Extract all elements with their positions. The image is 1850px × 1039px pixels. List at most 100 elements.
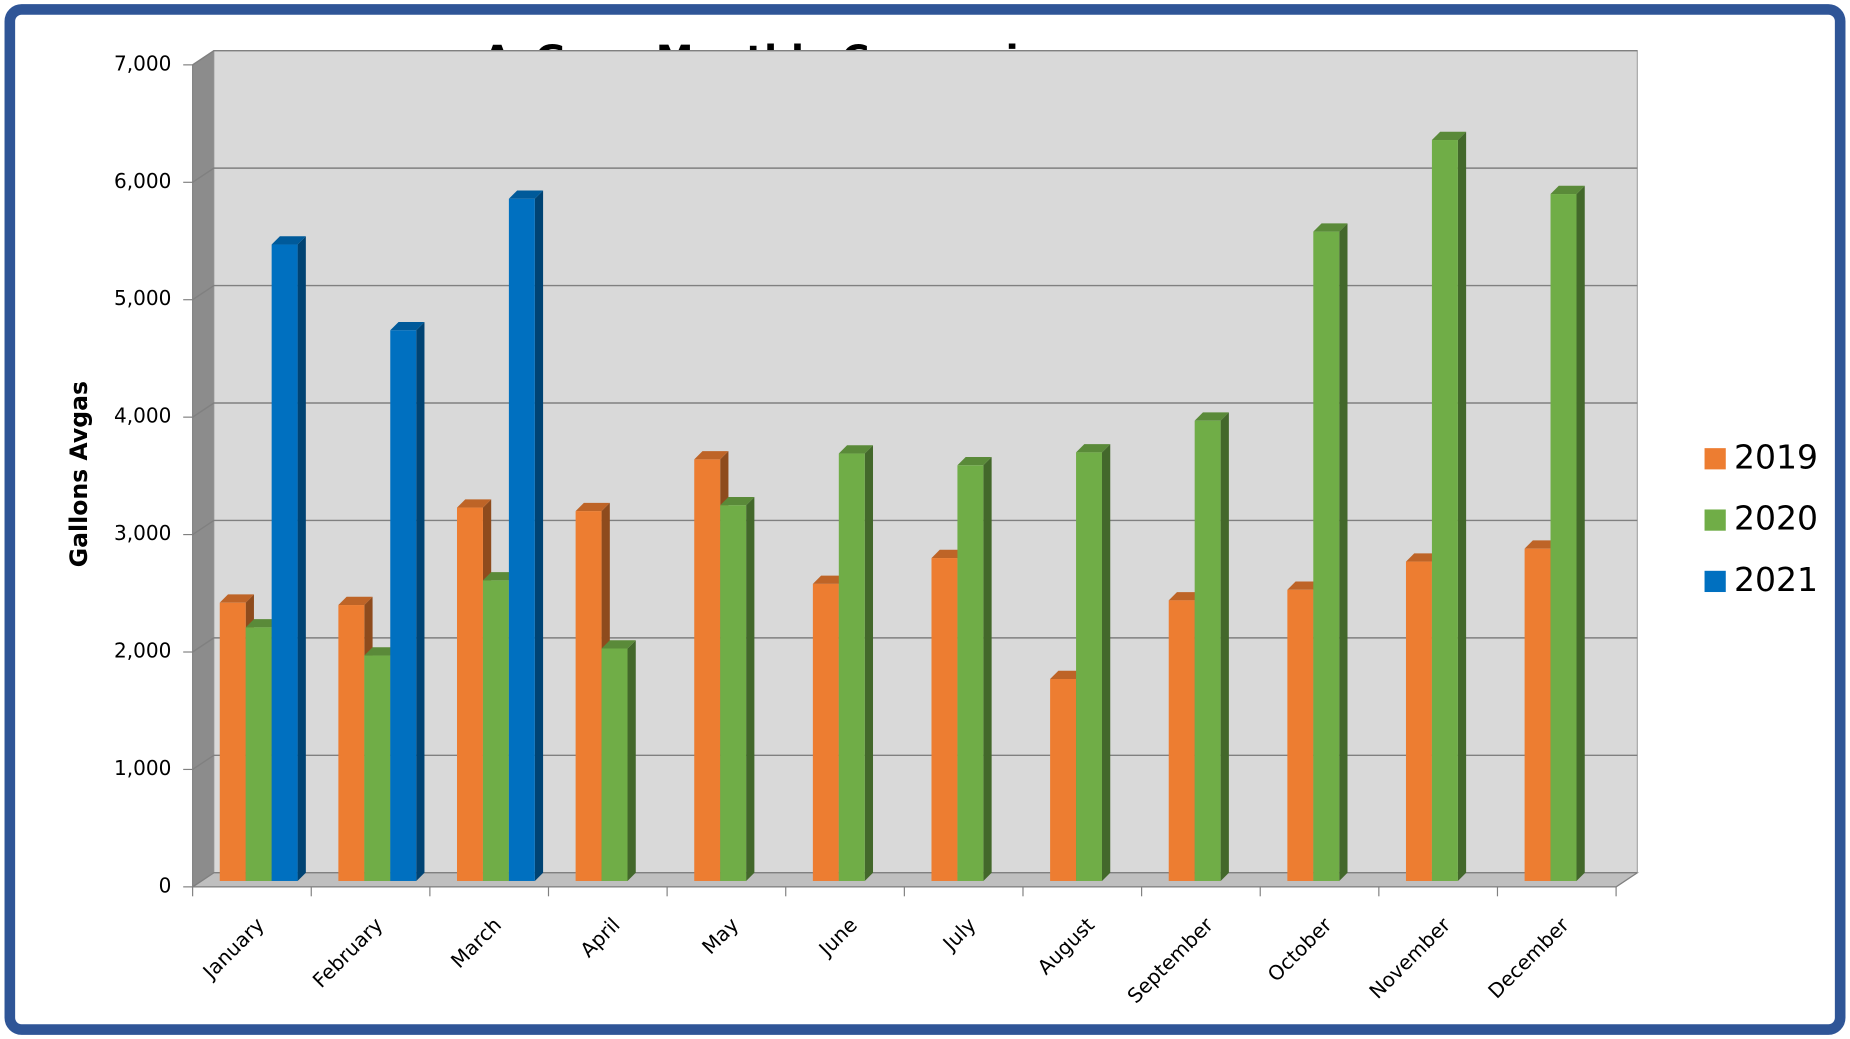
bar-front <box>601 648 628 881</box>
bar-front <box>219 602 246 881</box>
grid-line <box>192 167 1638 183</box>
bar-side <box>1101 444 1111 881</box>
bar-front <box>812 583 839 881</box>
bar-top <box>957 457 992 466</box>
bar-side <box>1576 185 1585 881</box>
bar-front <box>720 505 747 881</box>
bar-top <box>271 236 306 245</box>
grid-line <box>192 402 1638 418</box>
bar <box>456 499 492 881</box>
bar-top <box>390 321 425 331</box>
y-tick-label: 2,000 <box>114 639 171 663</box>
bar-front <box>957 465 984 881</box>
bar <box>1313 223 1348 881</box>
bar-top <box>245 619 280 628</box>
bar-front <box>1287 589 1314 881</box>
bar <box>1194 412 1229 881</box>
bar-side <box>534 190 544 881</box>
legend-swatch <box>1704 570 1726 593</box>
bar-front <box>1313 231 1340 881</box>
y-tick-label: 1,000 <box>114 756 171 780</box>
bar-front <box>271 244 298 881</box>
bar <box>271 236 306 881</box>
bar <box>720 496 755 881</box>
grid-line <box>192 637 1638 653</box>
bar <box>1076 444 1111 881</box>
y-axis-label: Gallons Avgas <box>65 381 93 567</box>
y-tick-label: 3,000 <box>114 521 171 545</box>
bar-front <box>838 453 865 881</box>
bar-top <box>838 445 874 454</box>
bar-front <box>245 627 272 881</box>
y-tick-label: 5,000 <box>114 286 171 310</box>
bar <box>508 190 544 881</box>
y-tick-label: 0 <box>159 873 172 897</box>
side-wall <box>192 50 214 887</box>
bar <box>1431 131 1467 881</box>
bar-top <box>812 575 848 584</box>
bar-top <box>219 594 254 603</box>
legend-label: 2019 <box>1734 437 1818 476</box>
bar-front <box>694 459 721 881</box>
y-tick-label: 6,000 <box>114 169 171 193</box>
bar-side <box>416 321 425 881</box>
bar-front <box>338 605 365 881</box>
bar-front <box>1524 548 1551 881</box>
floor-edge <box>1615 872 1638 888</box>
bar-top <box>694 451 729 460</box>
y-tick-label: 7,000 <box>114 51 171 75</box>
bar-top <box>1524 540 1559 549</box>
bar <box>601 640 636 881</box>
grid-line <box>192 519 1638 536</box>
bar-top <box>1050 670 1085 680</box>
bar-top <box>1194 412 1229 421</box>
bar <box>957 457 992 881</box>
bar-top <box>1550 185 1585 195</box>
bar-top <box>575 502 610 512</box>
back-wall <box>213 50 1638 874</box>
bar-top <box>1405 553 1441 562</box>
legend-label: 2020 <box>1734 499 1818 538</box>
bar-top <box>364 647 399 656</box>
bar-top <box>482 572 518 581</box>
bar <box>390 321 425 881</box>
grid-line <box>192 50 1638 66</box>
bar-top <box>601 640 636 649</box>
legend-label: 2021 <box>1734 560 1818 599</box>
bar-top <box>338 596 373 606</box>
bar-top <box>508 190 544 199</box>
bar-side <box>746 496 755 881</box>
bar-side <box>864 445 874 881</box>
bar-top <box>1313 223 1348 232</box>
bar-front <box>1194 420 1221 881</box>
bar-front <box>1550 194 1577 881</box>
bar-top <box>720 496 755 506</box>
bar-front <box>364 655 391 881</box>
bar-front <box>1405 561 1432 881</box>
bar-side <box>627 640 636 881</box>
legend-swatch <box>1704 509 1726 531</box>
bar <box>1550 185 1585 881</box>
bar-front <box>1076 452 1102 881</box>
bar-top <box>1168 592 1203 601</box>
legend-swatch <box>1704 448 1726 470</box>
grid-line <box>192 284 1638 301</box>
bar-front <box>508 198 535 881</box>
bar-front <box>390 330 417 881</box>
grid-line <box>192 872 1638 888</box>
bar-side <box>983 457 992 881</box>
bar-front <box>482 580 509 881</box>
bar-top <box>1076 444 1111 453</box>
bar-side <box>1457 131 1467 881</box>
y-tick-label: 4,000 <box>114 404 171 428</box>
bar-front <box>1050 679 1077 881</box>
bar-side <box>1220 412 1229 881</box>
bar-front <box>575 511 602 881</box>
bar-side <box>297 236 306 881</box>
bar <box>838 445 874 881</box>
grid-line <box>192 754 1638 771</box>
bar-side <box>1339 223 1348 881</box>
bar-front <box>931 558 958 881</box>
